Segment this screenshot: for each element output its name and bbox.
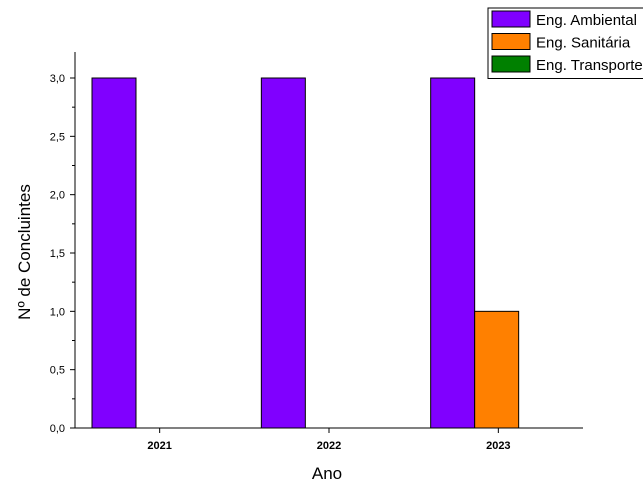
y-tick-label: 1,0 <box>50 306 65 318</box>
y-tick-label: 2,0 <box>50 190 65 202</box>
legend-swatch-0 <box>491 10 531 28</box>
y-tick-label: 3,0 <box>50 73 65 85</box>
bar-2022-0 <box>260 77 306 429</box>
x-axis-title: Ano <box>312 464 342 482</box>
y-tick-label: 0,5 <box>50 365 65 377</box>
y-tick-label: 2,5 <box>50 131 65 143</box>
x-tick-label-2023: 2023 <box>486 440 510 452</box>
axes: 0,0 0,5 1,0 1,5 2,0 2,5 3,0 2021 2022 2023 <box>50 52 583 452</box>
y-axis-title: Nº de Concluintes <box>15 184 34 320</box>
legend-swatch-2 <box>491 55 531 73</box>
plot-area <box>91 77 520 429</box>
bar-2023-0 <box>430 77 476 429</box>
legend-label-0: Eng. Ambiental <box>536 12 637 29</box>
legend-swatch-1 <box>491 33 531 50</box>
y-tick-label: 0,0 <box>50 423 65 435</box>
legend: Eng. Ambiental Eng. Sanitária Eng. Transpo… <box>487 7 643 79</box>
bar-2021-0 <box>91 77 137 429</box>
legend-label-2: Eng. Transportes <box>536 57 643 74</box>
legend-label-1: Eng. Sanitária <box>536 35 631 52</box>
y-tick-label: 1,5 <box>50 248 65 260</box>
x-tick-label-2022: 2022 <box>317 440 341 452</box>
x-tick-label-2021: 2021 <box>147 440 171 452</box>
bar-2023-1 <box>474 310 520 429</box>
